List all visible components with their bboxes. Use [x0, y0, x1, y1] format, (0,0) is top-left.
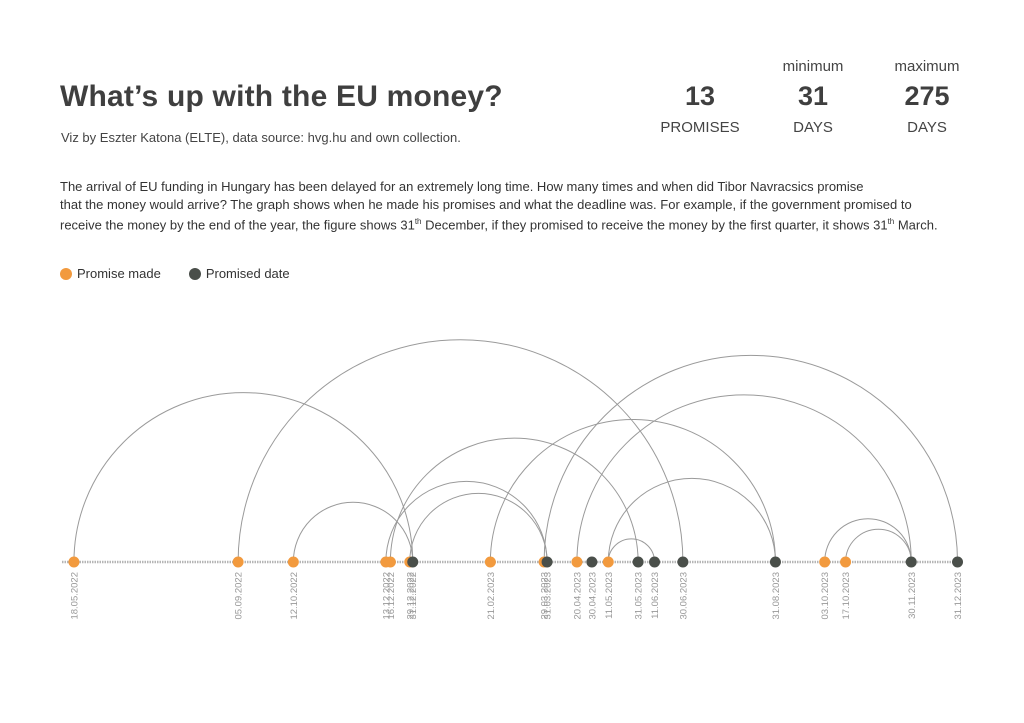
promise-arc [389, 437, 639, 563]
promise-arc [409, 492, 548, 563]
legend: Promise made Promised date [60, 266, 290, 281]
stat-promises-value: 13 [684, 81, 716, 111]
date-tick-label: 17.10.2023 [841, 572, 852, 620]
date-tick-label: 11.06.2023 [650, 572, 661, 619]
promise-arc [607, 538, 656, 563]
date-tick-label: 18.05.2022 [69, 572, 80, 620]
labels-layer: 18.05.2022 05.09.2022 12.10.2022 13.12.2022… [69, 572, 964, 620]
date-tick-label: 30.06.2023 [678, 572, 689, 620]
date-tick-label: 29.03.2023 [540, 572, 551, 620]
promise-made-dot [602, 556, 614, 568]
stat-maximum-unit: DAYS [907, 119, 947, 136]
stat-minimum: minimum 31 DAYS [758, 58, 868, 136]
promise-made-dot [571, 556, 583, 568]
legend-item-promised-date: Promised date [188, 266, 290, 281]
promised-date-dot [407, 556, 419, 568]
promise-arc [292, 501, 414, 563]
promise-arc [543, 354, 959, 563]
stat-maximum-top: maximum [894, 58, 960, 75]
stat-maximum-value: 275 [904, 81, 950, 111]
promise-arc [845, 528, 912, 563]
promise-arc [824, 518, 912, 563]
arcs-layer [73, 339, 959, 563]
ordinal-suffix: th [414, 217, 422, 226]
date-tick-label: 29.12.2022 [405, 572, 416, 620]
date-tick-label: 30.11.2023 [907, 572, 918, 619]
promise-arc [73, 392, 414, 563]
promise-arc [489, 418, 776, 563]
promise-arc [237, 339, 684, 563]
promise-arc [385, 480, 548, 563]
legend-item-promise-made: Promise made [60, 266, 161, 281]
date-tick-label: 31.05.2023 [634, 572, 645, 620]
description-line-2: that the money would arrive? The graph s… [60, 196, 912, 212]
promised-date-dot [769, 556, 781, 568]
stat-minimum-top: minimum [782, 58, 844, 75]
promise-arc [607, 478, 776, 563]
date-tick-label: 31.03.2023 [543, 572, 554, 620]
date-tick-label: 20.04.2023 [572, 572, 583, 620]
subtitle: Viz by Eszter Katona (ELTE), data source… [61, 130, 461, 145]
date-tick-label: 12.10.2022 [289, 572, 300, 620]
promise-made-dot [484, 556, 496, 568]
date-tick-label: 13.12.2022 [381, 572, 392, 620]
promised-date-dot [905, 556, 917, 568]
date-tick-label: 30.04.2023 [587, 572, 598, 620]
description-line-1: The arrival of EU funding in Hungary has… [60, 179, 864, 194]
date-tick-label: 31.12.2022 [408, 572, 419, 620]
description: The arrival of EU funding in Hungary has… [60, 178, 990, 234]
date-tick-label: 05.09.2022 [234, 572, 245, 620]
date-tick-label: 21.02.2023 [486, 572, 497, 620]
promise-made-dot [384, 556, 396, 568]
promised-date-dot [586, 556, 598, 568]
description-line-3b: December, if they promised to receive th… [421, 217, 888, 233]
promised-date-dot [952, 556, 964, 568]
date-tick-label: 31.08.2023 [771, 572, 782, 620]
ordinal-suffix: th [887, 217, 895, 226]
promise-made-dot [819, 556, 831, 568]
legend-label-promised-date: Promised date [205, 266, 290, 281]
promise-made-dot [840, 556, 852, 568]
stat-promises: 13 PROMISES [645, 58, 755, 136]
stat-minimum-unit: DAYS [793, 119, 833, 136]
promise-arc [576, 394, 912, 563]
page-title: What’s up with the EU money? [60, 80, 503, 113]
legend-label-promise-made: Promise made [77, 266, 161, 281]
promised-date-dot [677, 556, 689, 568]
description-line-3c: March. [894, 217, 938, 233]
promised-date-dot [649, 556, 661, 568]
promise-made-dot [287, 556, 299, 568]
description-line-3: receive the money by the end of the year… [60, 213, 990, 234]
date-tick-label: 16.12.2022 [386, 572, 397, 620]
stat-maximum: maximum 275 DAYS [872, 58, 982, 136]
promised-date-dot [632, 556, 644, 568]
promise-made-dot [232, 556, 244, 568]
description-line-3a: receive the money by the end of the year… [60, 217, 415, 233]
stat-minimum-value: 31 [797, 81, 829, 111]
promise-made-dot [68, 556, 80, 568]
date-tick-label: 03.10.2023 [820, 572, 831, 620]
date-tick-label: 31.12.2023 [953, 572, 964, 620]
promise-made-dot-icon [60, 267, 72, 280]
promised-date-dot [541, 556, 553, 568]
stat-promises-unit: PROMISES [660, 119, 740, 136]
date-tick-label: 11.05.2023 [604, 572, 615, 619]
promised-date-dot-icon [188, 267, 201, 280]
dots-layer [68, 556, 964, 568]
